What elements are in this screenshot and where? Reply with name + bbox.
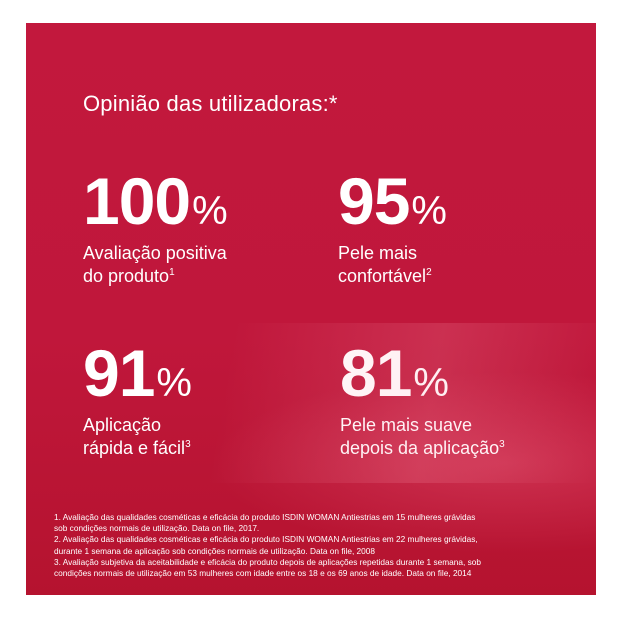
stat-value: 91%: [83, 340, 192, 406]
footnote-line: 1. Avaliação das qualidades cosméticas e…: [54, 512, 476, 522]
footnote-line: 2. Avaliação das qualidades cosméticas e…: [54, 534, 478, 545]
footnote-line: sob condições normais de utilização. Dat…: [54, 523, 260, 534]
stat-unit: %: [411, 189, 447, 233]
stat-label-line1: Pele mais suave: [340, 415, 473, 435]
stat-number: 91: [83, 336, 155, 410]
footnote-line: durante 1 semana de aplicação sob condiç…: [54, 545, 376, 556]
stat-label-line1: Aplicação: [83, 415, 162, 435]
stat-value: 81%: [340, 340, 505, 406]
stat-unit: %: [156, 361, 192, 405]
stat-description: Avaliação positiva do produto1: [83, 242, 228, 288]
promo-panel: Opinião das utilizadoras:* 100% Avaliaçã…: [26, 23, 596, 595]
stat-description: Pele mais suave depois da aplicação3: [340, 414, 505, 460]
footnote-line: 3. Avaliação subjetiva da aceitabilidade…: [54, 556, 481, 567]
stat-value: 95%: [338, 168, 447, 234]
footnote-ref: 2: [426, 267, 432, 278]
stat-label-line2: depois da aplicação: [340, 438, 500, 458]
stat-unit: %: [413, 361, 449, 405]
stat-number: 95: [338, 164, 410, 238]
stat-unit: %: [192, 189, 228, 233]
stat-number: 100: [83, 164, 191, 238]
footnote-ref: 1: [169, 267, 175, 278]
stat-block: 81% Pele mais suave depois da aplicação3: [340, 340, 505, 460]
stat-description: Aplicação rápida e fácil3: [83, 414, 192, 460]
stat-block: 100% Avaliação positiva do produto1: [83, 168, 228, 288]
stat-value: 100%: [83, 168, 228, 234]
footnote-ref: 3: [185, 439, 191, 450]
stat-label-line2: rápida e fácil: [83, 438, 186, 458]
stat-block: 91% Aplicação rápida e fácil3: [83, 340, 192, 460]
footnote-line: condições normais de utilização em 53 mu…: [54, 568, 472, 579]
stat-block: 95% Pele mais confortável2: [338, 168, 447, 288]
stat-description: Pele mais confortável2: [338, 242, 447, 288]
stat-label-line2: confortável: [338, 266, 427, 286]
stat-label-line1: Avaliação positiva: [83, 243, 227, 263]
headline: Opinião das utilizadoras:*: [83, 91, 338, 116]
stat-label-line2: do produto: [83, 266, 170, 286]
footnote-ref: 3: [499, 439, 505, 450]
stat-number: 81: [340, 336, 412, 410]
footnotes: 1. Avaliação das qualidades cosméticas e…: [54, 512, 584, 579]
stat-label-line1: Pele mais: [338, 243, 418, 263]
